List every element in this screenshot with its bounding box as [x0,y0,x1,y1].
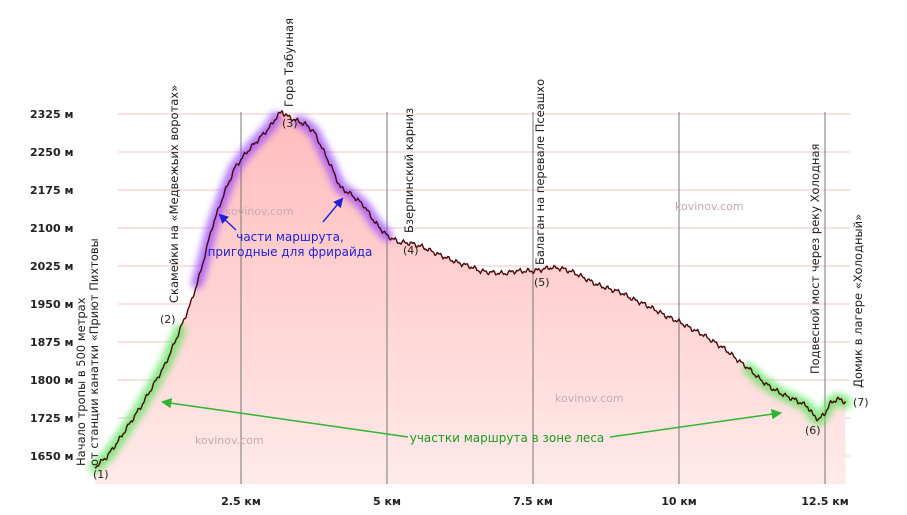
poi-label: Балаган на перевале Псеашхо [533,79,547,265]
poi-marker: (1) [93,468,109,481]
elevation-area [95,110,846,485]
poi-marker: (6) [805,424,821,437]
poi-label: Подвесной мост через реку Холодная [808,144,822,374]
freeride-annotation-line: пригодные для фрирайда [208,245,373,259]
poi-label: Скамейки на «Медвежьих воротах» [167,85,181,303]
y-tick-label: 2025 м [30,260,73,273]
watermark: kovinov.com [195,434,264,447]
poi-markers: (1) (2) (3) (4) (5) (6) (7) [93,117,869,481]
y-tick-label: 1950 м [30,298,73,311]
watermark: kovinov.com [555,392,624,405]
poi-marker: (4) [403,244,419,257]
poi-marker: (5) [534,276,550,289]
y-tick-label: 1800 м [30,374,73,387]
forest-arrow-left [160,397,409,438]
poi-marker: (7) [853,396,869,409]
y-tick-label: 1875 м [30,336,73,349]
y-axis-ticks: 1650 м 1725 м 1800 м 1875 м 1950 м 2025 м 2100… [30,108,73,463]
freeride-arrow-left [218,213,237,231]
y-tick-label: 2325 м [30,108,73,121]
y-tick-label: 2250 м [30,146,73,159]
x-tick-label: 2.5 км [221,495,261,508]
y-tick-label: 2175 м [30,184,73,197]
freeride-annotation-line: части маршрута, [236,230,344,244]
freeride-arrow-right [322,197,344,223]
poi-label: Домик в лагере «Холодный» [851,214,865,388]
watermarks: kovinov.com kovinov.com kovinov.com kovinov… [195,200,744,447]
poi-marker: (2) [160,313,176,326]
x-tick-label: 12.5 км [801,495,848,508]
annotations: части маршрута, пригодные для фрирайда уча… [160,197,783,445]
y-tick-label: 1725 м [30,412,73,425]
x-axis-ticks: 2.5 км 5 км 7.5 км 10 км 12.5 км [221,495,849,508]
poi-label: Бзерпинский карниз [402,108,416,233]
x-tick-label: 10 км [661,495,697,508]
y-tick-label: 1650 м [30,450,73,463]
freeride-annotation: части маршрута, пригодные для фрирайда [208,230,373,259]
y-tick-label: 2100 м [30,222,73,235]
poi-label: Гора Табунная [282,18,296,107]
poi-label-line: от станции канатки «Приют Пихтовы [87,238,101,466]
poi-label-line: Начало тропы в 500 метрах [74,297,88,466]
poi-label-line: Балаган на перевале Псеашхо [533,79,547,265]
forest-arrow-right [609,408,783,438]
poi-label-line: Подвесной мост через реку Холодная [808,144,822,374]
poi-label-line: Домик в лагере «Холодный» [851,214,865,388]
elevation-line [94,109,847,469]
vertical-gridlines [240,112,826,484]
poi-label-line: Бзерпинский карниз [402,108,416,233]
poi-labels: Начало тропы в 500 метрахот станции кана… [74,18,865,466]
poi-label: Начало тропы в 500 метрахот станции кана… [74,238,101,466]
poi-label-line: Гора Табунная [282,18,296,107]
poi-marker: (3) [282,117,298,130]
x-tick-label: 5 км [373,495,401,508]
watermark: kovinov.com [675,200,744,213]
poi-label-line: Скамейки на «Медвежьих воротах» [167,85,181,303]
watermark: kovinov.com [225,205,294,218]
forest-annotation: участки маршрута в зоне леса [410,431,605,445]
x-tick-label: 7.5 км [513,495,553,508]
